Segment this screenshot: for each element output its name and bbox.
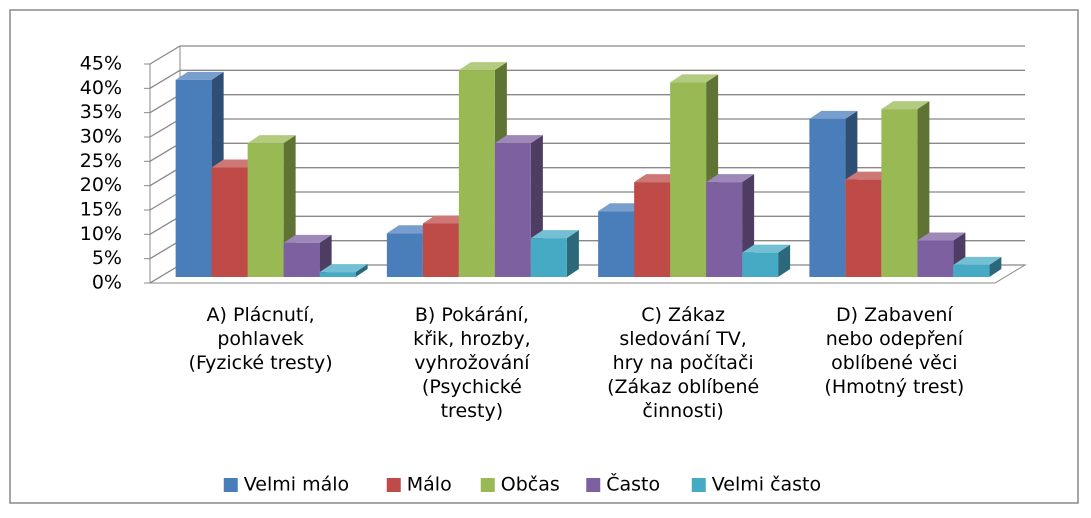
bar-top [175,71,224,80]
bar-front [247,143,284,277]
bar-top [742,244,791,253]
bar-front [386,233,423,277]
bar-front [494,143,531,277]
bar-front [670,82,707,277]
grid-line-side [149,118,181,138]
bar [953,256,1002,277]
grid-line-side [149,69,181,89]
bar-front [706,182,743,277]
x-tick-label: C) Zákaz sledování TV, hry na počítači (Zák… [607,304,759,422]
bar-side [355,264,368,277]
bar-top [458,62,507,71]
bar-top [917,232,966,241]
grid-line-side [149,167,181,187]
bar-top [706,174,755,183]
y-tick-label: 45% [80,53,122,75]
y-tick-label: 0% [92,272,122,294]
y-tick-label: 15% [80,199,122,221]
bar-side [778,244,791,277]
grid-line-side [149,94,181,114]
bar-front [845,179,882,277]
y-tick-label: 40% [80,77,122,99]
legend-swatch [386,478,401,492]
y-tick-label: 25% [80,150,122,172]
bar-front [881,109,918,277]
bar-front [917,240,954,277]
legend-swatch [480,478,495,492]
bar-front [319,272,356,277]
bar-side [917,101,930,277]
legend-swatch [691,478,706,492]
bar-top [283,234,332,243]
grid-line-side [149,142,181,162]
x-tick-label: A) Plácnutí, pohlavek (Fyzické tresty) [189,304,333,374]
bar-top [809,110,858,119]
bar-front [598,211,635,277]
bar-top [953,256,1002,265]
bar-front [175,79,212,278]
x-tick-label: B) Pokárání, křik, hrozby, vyhrožování (Psy… [413,304,531,422]
legend-label: Málo [407,474,452,496]
bar [742,244,791,277]
legend-label: Občas [501,474,560,496]
grid-line-side [149,45,181,65]
grid-line-side [149,215,181,235]
legend-label: Často [606,472,660,496]
bar-front [742,252,779,277]
bar [670,74,719,277]
y-tick-label: 10% [80,223,122,245]
bar-front [422,223,459,277]
legend-label: Velmi často [712,474,821,496]
y-tick-label: 35% [80,101,122,123]
legend-swatch [586,478,601,492]
legend-label: Velmi málo [244,474,349,496]
bar-top [319,264,368,273]
x-tick-label: D) Zabavení nebo odepření oblíbené věci (Hm… [824,304,964,398]
y-tick-label: 20% [80,174,122,196]
grid-line-side [149,264,181,284]
y-tick-label: 30% [80,126,122,148]
bar-front [953,264,990,277]
grid-line-side [149,240,181,260]
bar-front [458,70,495,278]
bar-side [566,230,579,277]
bar-top [670,74,719,83]
bar-front [283,242,320,277]
bar-front [809,118,846,277]
bar-front [211,167,248,277]
bar-front [634,182,671,277]
bar-side [989,256,1002,277]
bar [530,230,579,277]
bar [319,264,368,277]
bar-top [494,135,543,144]
y-tick-label: 5% [92,247,122,269]
bar-front [530,238,567,277]
bar [881,101,930,277]
bar-top [530,230,579,239]
legend-swatch [223,478,238,492]
bar-top [881,101,930,110]
bar-top [247,135,296,144]
grid-line-side [149,191,181,211]
